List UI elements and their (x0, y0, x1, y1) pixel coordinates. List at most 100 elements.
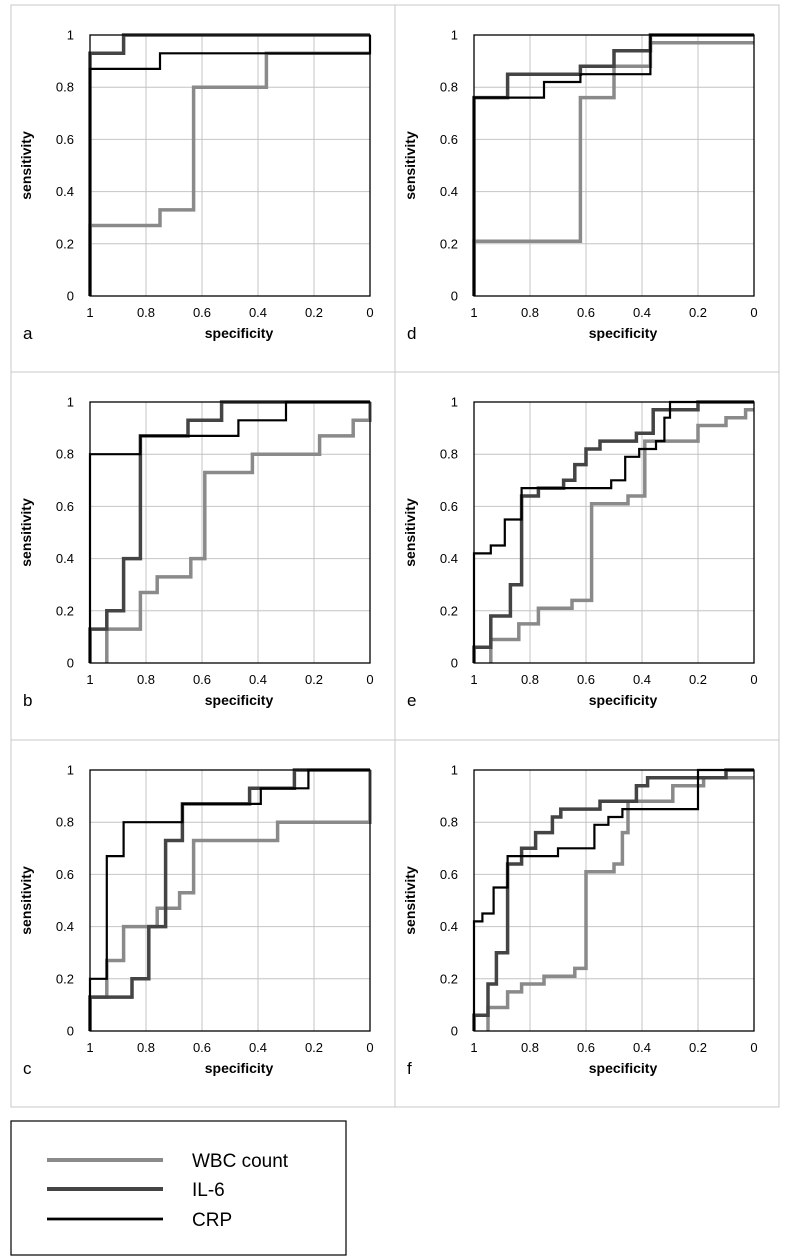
y-tick-label: 0.2 (440, 603, 458, 618)
y-tick-label: 0.6 (56, 867, 74, 882)
x-tick-label: 0.6 (577, 672, 595, 687)
x-tick-label: 0.8 (521, 305, 539, 320)
y-tick-label: 0.6 (56, 132, 74, 147)
plot-area (473, 769, 755, 1032)
x-tick-label: 0 (366, 305, 373, 320)
y-tick-label: 1 (67, 395, 74, 410)
roc-panel-b: 0 0.2 0.4 0.6 0.8 1 1 0.8 0.6 0.4 0.2 0 specificity s… (18, 395, 374, 711)
roc-panels: 0 0.2 0.4 0.6 0.8 1 1 0.8 0.6 0.4 0.2 0 specificity s… (18, 28, 758, 1079)
series-line-crp (472, 768, 754, 1031)
plot-area (473, 401, 755, 664)
legend-label-crp: CRP (192, 1210, 232, 1231)
y-tick-label: 0.8 (56, 815, 74, 830)
x-tick-label: 0.8 (521, 1040, 539, 1055)
x-axis-label: specificity (205, 692, 274, 708)
roc-panel-c: 0 0.2 0.4 0.6 0.8 1 1 0.8 0.6 0.4 0.2 0 specificity s… (18, 763, 374, 1079)
x-tick-label: 0.8 (137, 305, 155, 320)
y-axis-label: sensitivity (18, 131, 34, 200)
y-tick-label: 0.4 (440, 919, 458, 934)
x-axis-label: specificity (205, 1060, 274, 1076)
x-tick-label: 1 (86, 305, 93, 320)
x-tick-label: 0.8 (521, 672, 539, 687)
series-line-crp (88, 768, 370, 1031)
series-line-wbc (105, 402, 372, 663)
y-tick-label: 0 (451, 1024, 458, 1039)
legend-label-il6: IL-6 (192, 1180, 225, 1201)
plot-area (89, 401, 371, 664)
x-axis-label: specificity (205, 325, 274, 341)
x-tick-label: 1 (86, 672, 93, 687)
x-tick-label: 0.4 (633, 1040, 651, 1055)
y-tick-label: 0.4 (440, 184, 458, 199)
panel-frames (10, 4, 780, 1108)
y-axis-label: sensitivity (402, 498, 418, 567)
panel-letter: b (23, 691, 32, 710)
x-tick-label: 0 (366, 1040, 373, 1055)
roc-panel-a: 0 0.2 0.4 0.6 0.8 1 1 0.8 0.6 0.4 0.2 0 specificity s… (18, 28, 374, 344)
series-line-il6 (88, 400, 370, 663)
plot-area (473, 34, 755, 297)
x-tick-label: 0.4 (633, 305, 651, 320)
x-tick-label: 0.6 (193, 305, 211, 320)
y-tick-label: 0.4 (440, 551, 458, 566)
series-line-wbc (489, 408, 754, 663)
y-tick-label: 0.4 (56, 184, 74, 199)
y-tick-label: 0 (67, 289, 74, 304)
x-tick-label: 0.2 (305, 305, 323, 320)
x-tick-label: 0 (750, 1040, 757, 1055)
y-tick-label: 0.8 (440, 815, 458, 830)
series-line-crp (472, 400, 754, 663)
x-tick-label: 0.4 (249, 1040, 267, 1055)
y-tick-label: 0 (67, 656, 74, 671)
panel-frame (394, 739, 780, 1108)
x-tick-label: 0.6 (193, 672, 211, 687)
legend-label-wbc: WBC count (192, 1151, 289, 1172)
y-tick-label: 0.8 (440, 80, 458, 95)
y-tick-label: 1 (67, 763, 74, 778)
series-line-wbc (486, 776, 754, 1031)
roc-panel-e: 0 0.2 0.4 0.6 0.8 1 1 0.8 0.6 0.4 0.2 0 specificity s… (402, 395, 758, 711)
y-tick-label: 0.4 (56, 551, 74, 566)
y-tick-label: 0 (67, 1024, 74, 1039)
x-tick-label: 0.2 (689, 1040, 707, 1055)
x-tick-label: 0.2 (305, 672, 323, 687)
x-tick-label: 0.8 (137, 1040, 155, 1055)
x-tick-label: 0 (366, 672, 373, 687)
x-tick-label: 0.6 (193, 1040, 211, 1055)
x-tick-label: 1 (470, 305, 477, 320)
panel-letter: c (23, 1059, 32, 1078)
y-tick-label: 0.8 (56, 447, 74, 462)
panel-letter: e (407, 691, 416, 710)
y-tick-label: 0 (451, 656, 458, 671)
x-tick-label: 0.4 (249, 305, 267, 320)
y-tick-label: 0.6 (440, 499, 458, 514)
y-axis-label: sensitivity (18, 498, 34, 567)
y-axis-label: sensitivity (18, 866, 34, 935)
panel-letter: a (23, 324, 33, 343)
x-tick-label: 1 (470, 672, 477, 687)
y-tick-label: 1 (67, 28, 74, 43)
x-tick-label: 0.4 (249, 672, 267, 687)
y-tick-label: 0.4 (56, 919, 74, 934)
series-line-crp (472, 33, 754, 296)
y-tick-label: 0 (451, 289, 458, 304)
y-axis-label: sensitivity (402, 866, 418, 935)
x-tick-label: 1 (470, 1040, 477, 1055)
x-tick-label: 1 (86, 1040, 93, 1055)
x-tick-label: 0 (750, 672, 757, 687)
x-tick-label: 0.8 (137, 672, 155, 687)
roc-panel-d: 0 0.2 0.4 0.6 0.8 1 1 0.8 0.6 0.4 0.2 0 specificity s… (402, 28, 758, 344)
plot-area (89, 34, 371, 297)
panel-letter: f (407, 1059, 412, 1078)
series-line-il6 (88, 33, 370, 296)
series-line-crp (88, 400, 370, 663)
series-line-il6 (88, 768, 370, 1031)
x-axis-label: specificity (589, 1060, 658, 1076)
series-line-crp (88, 35, 372, 296)
panel-letter: d (407, 324, 416, 343)
y-tick-label: 0.2 (440, 971, 458, 986)
series-line-il6 (472, 400, 754, 663)
y-tick-label: 0.2 (56, 971, 74, 986)
y-tick-label: 0.2 (56, 236, 74, 251)
